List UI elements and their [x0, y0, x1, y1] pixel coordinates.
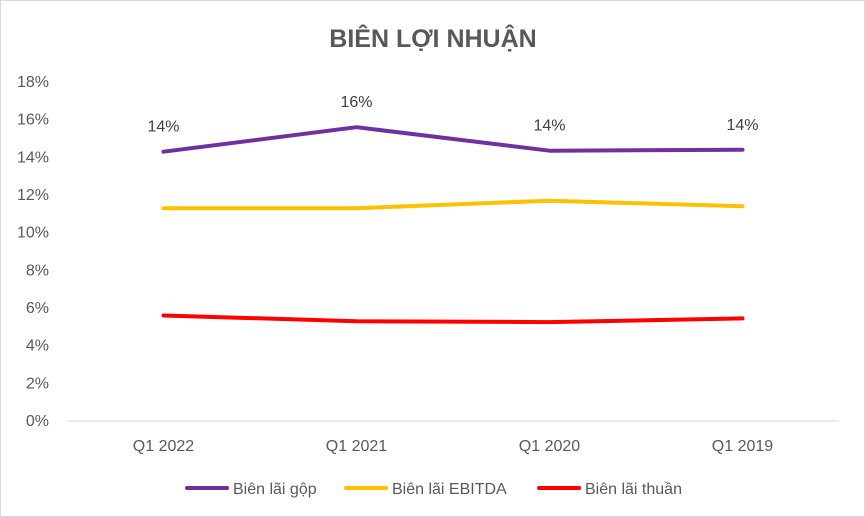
x-tick-label: Q1 2020 [519, 438, 580, 455]
x-tick-label: Q1 2022 [133, 438, 194, 455]
legend-label: Biên lãi gộp [233, 481, 317, 498]
series-line-3 [161, 313, 745, 325]
y-tick-label: 4% [26, 338, 49, 355]
data-label: 14% [533, 118, 565, 135]
y-tick-label: 2% [26, 375, 49, 392]
x-axis: Q1 2022 Q1 2021 Q1 2020 Q1 2019 [133, 438, 773, 455]
data-labels: 14% 16% 14% 14% [147, 94, 758, 135]
data-label: 16% [340, 94, 372, 111]
legend: Biên lãi gộp Biên lãi EBITDA Biên lãi thuầ… [185, 481, 682, 498]
y-tick-label: 8% [26, 262, 49, 279]
y-tick-label: 0% [26, 413, 49, 430]
data-label: 14% [726, 117, 758, 134]
series-line-2 [161, 198, 745, 211]
legend-label: Biên lãi EBITDA [392, 481, 507, 498]
y-tick-label: 14% [17, 149, 49, 166]
y-tick-label: 6% [26, 300, 49, 317]
y-axis: 0% 2% 4% 6% 8% 10% 12% 14% 16% 18% [17, 74, 49, 430]
x-tick-label: Q1 2021 [326, 438, 387, 455]
x-tick-label: Q1 2019 [712, 438, 773, 455]
chart-title: BIÊN LỢI NHUẬN [329, 23, 536, 53]
y-tick-label: 12% [17, 187, 49, 204]
series-lines [161, 125, 745, 325]
y-tick-label: 10% [17, 225, 49, 242]
y-tick-label: 18% [17, 74, 49, 91]
legend-label: Biên lãi thuần [585, 481, 682, 498]
series-line-1 [161, 125, 745, 154]
data-label: 14% [147, 119, 179, 136]
y-tick-label: 16% [17, 112, 49, 129]
